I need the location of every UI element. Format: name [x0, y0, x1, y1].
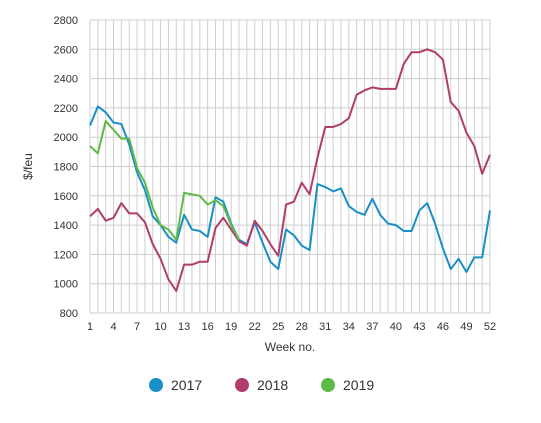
x-tick-label: 31	[319, 321, 331, 333]
legend-item-2017: 2017	[149, 377, 202, 393]
legend-item-2019: 2019	[321, 377, 374, 393]
x-tick-label: 25	[272, 321, 284, 333]
axes: 800 1000 1200 1400 1600 1800 2000 2200 2400 2600 2…	[54, 15, 497, 333]
y-tick-label: 1600	[54, 191, 78, 203]
grid	[89, 19, 491, 314]
legend-marker	[321, 378, 335, 392]
x-tick-label: 1	[87, 321, 93, 333]
x-tick-label: 49	[460, 321, 472, 333]
x-tick-label: 7	[134, 321, 140, 333]
x-tick-label: 16	[202, 321, 214, 333]
y-tick-label: 1000	[54, 279, 78, 291]
y-tick-label: 1800	[54, 162, 78, 174]
y-tick-label: 800	[60, 308, 78, 320]
series-line-2019	[89, 120, 240, 241]
y-tick-label: 2200	[54, 103, 78, 115]
x-tick-label: 37	[366, 321, 378, 333]
x-tick-label: 19	[225, 321, 237, 333]
x-tick-label: 40	[390, 321, 402, 333]
x-axis-label: Week no.	[265, 340, 315, 354]
legend-label: 2017	[171, 377, 202, 393]
x-tick-label: 28	[296, 321, 308, 333]
series-lines	[89, 48, 491, 293]
x-tick-label: 43	[413, 321, 425, 333]
y-tick-label: 2800	[54, 15, 78, 27]
y-tick-label: 2600	[54, 44, 78, 56]
legend-marker	[149, 378, 163, 392]
y-axis-label: $/feu	[21, 153, 35, 180]
x-tick-label: 52	[484, 321, 496, 333]
legend-label: 2019	[343, 377, 374, 393]
x-tick-label: 46	[437, 321, 449, 333]
x-tick-label: 10	[154, 321, 166, 333]
legend-marker	[235, 378, 249, 392]
legend-item-2018: 2018	[235, 377, 288, 393]
x-tick-label: 13	[178, 321, 190, 333]
y-tick-label: 1400	[54, 220, 78, 232]
legend-label: 2018	[257, 377, 288, 393]
legend: 2017 2018 2019	[149, 377, 374, 393]
y-tick-label: 2000	[54, 132, 78, 144]
series-line-2017	[89, 105, 491, 273]
x-tick-label: 4	[110, 321, 116, 333]
y-tick-label: 1200	[54, 249, 78, 261]
x-tick-label: 34	[343, 321, 355, 333]
x-tick-label: 22	[249, 321, 261, 333]
y-tick-label: 2400	[54, 74, 78, 86]
series-line-2018	[89, 48, 491, 293]
